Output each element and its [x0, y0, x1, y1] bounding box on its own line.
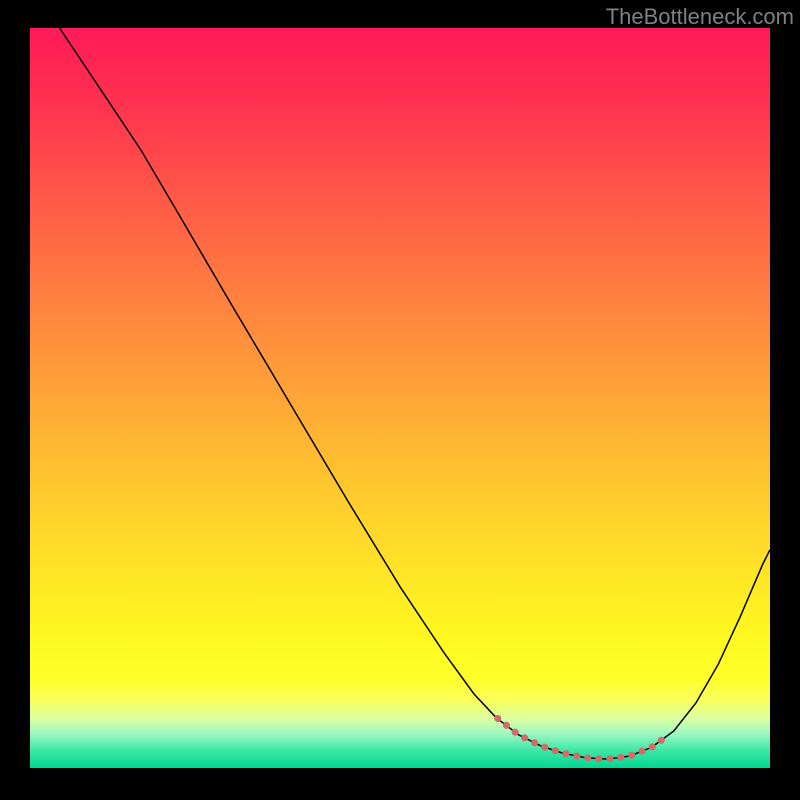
main-curve — [60, 28, 770, 759]
watermark-text: TheBottleneck.com — [606, 4, 794, 30]
plot-area — [30, 28, 770, 768]
highlight-curve — [498, 718, 670, 759]
chart-root: TheBottleneck.com — [0, 0, 800, 800]
curve-layer — [30, 28, 770, 768]
